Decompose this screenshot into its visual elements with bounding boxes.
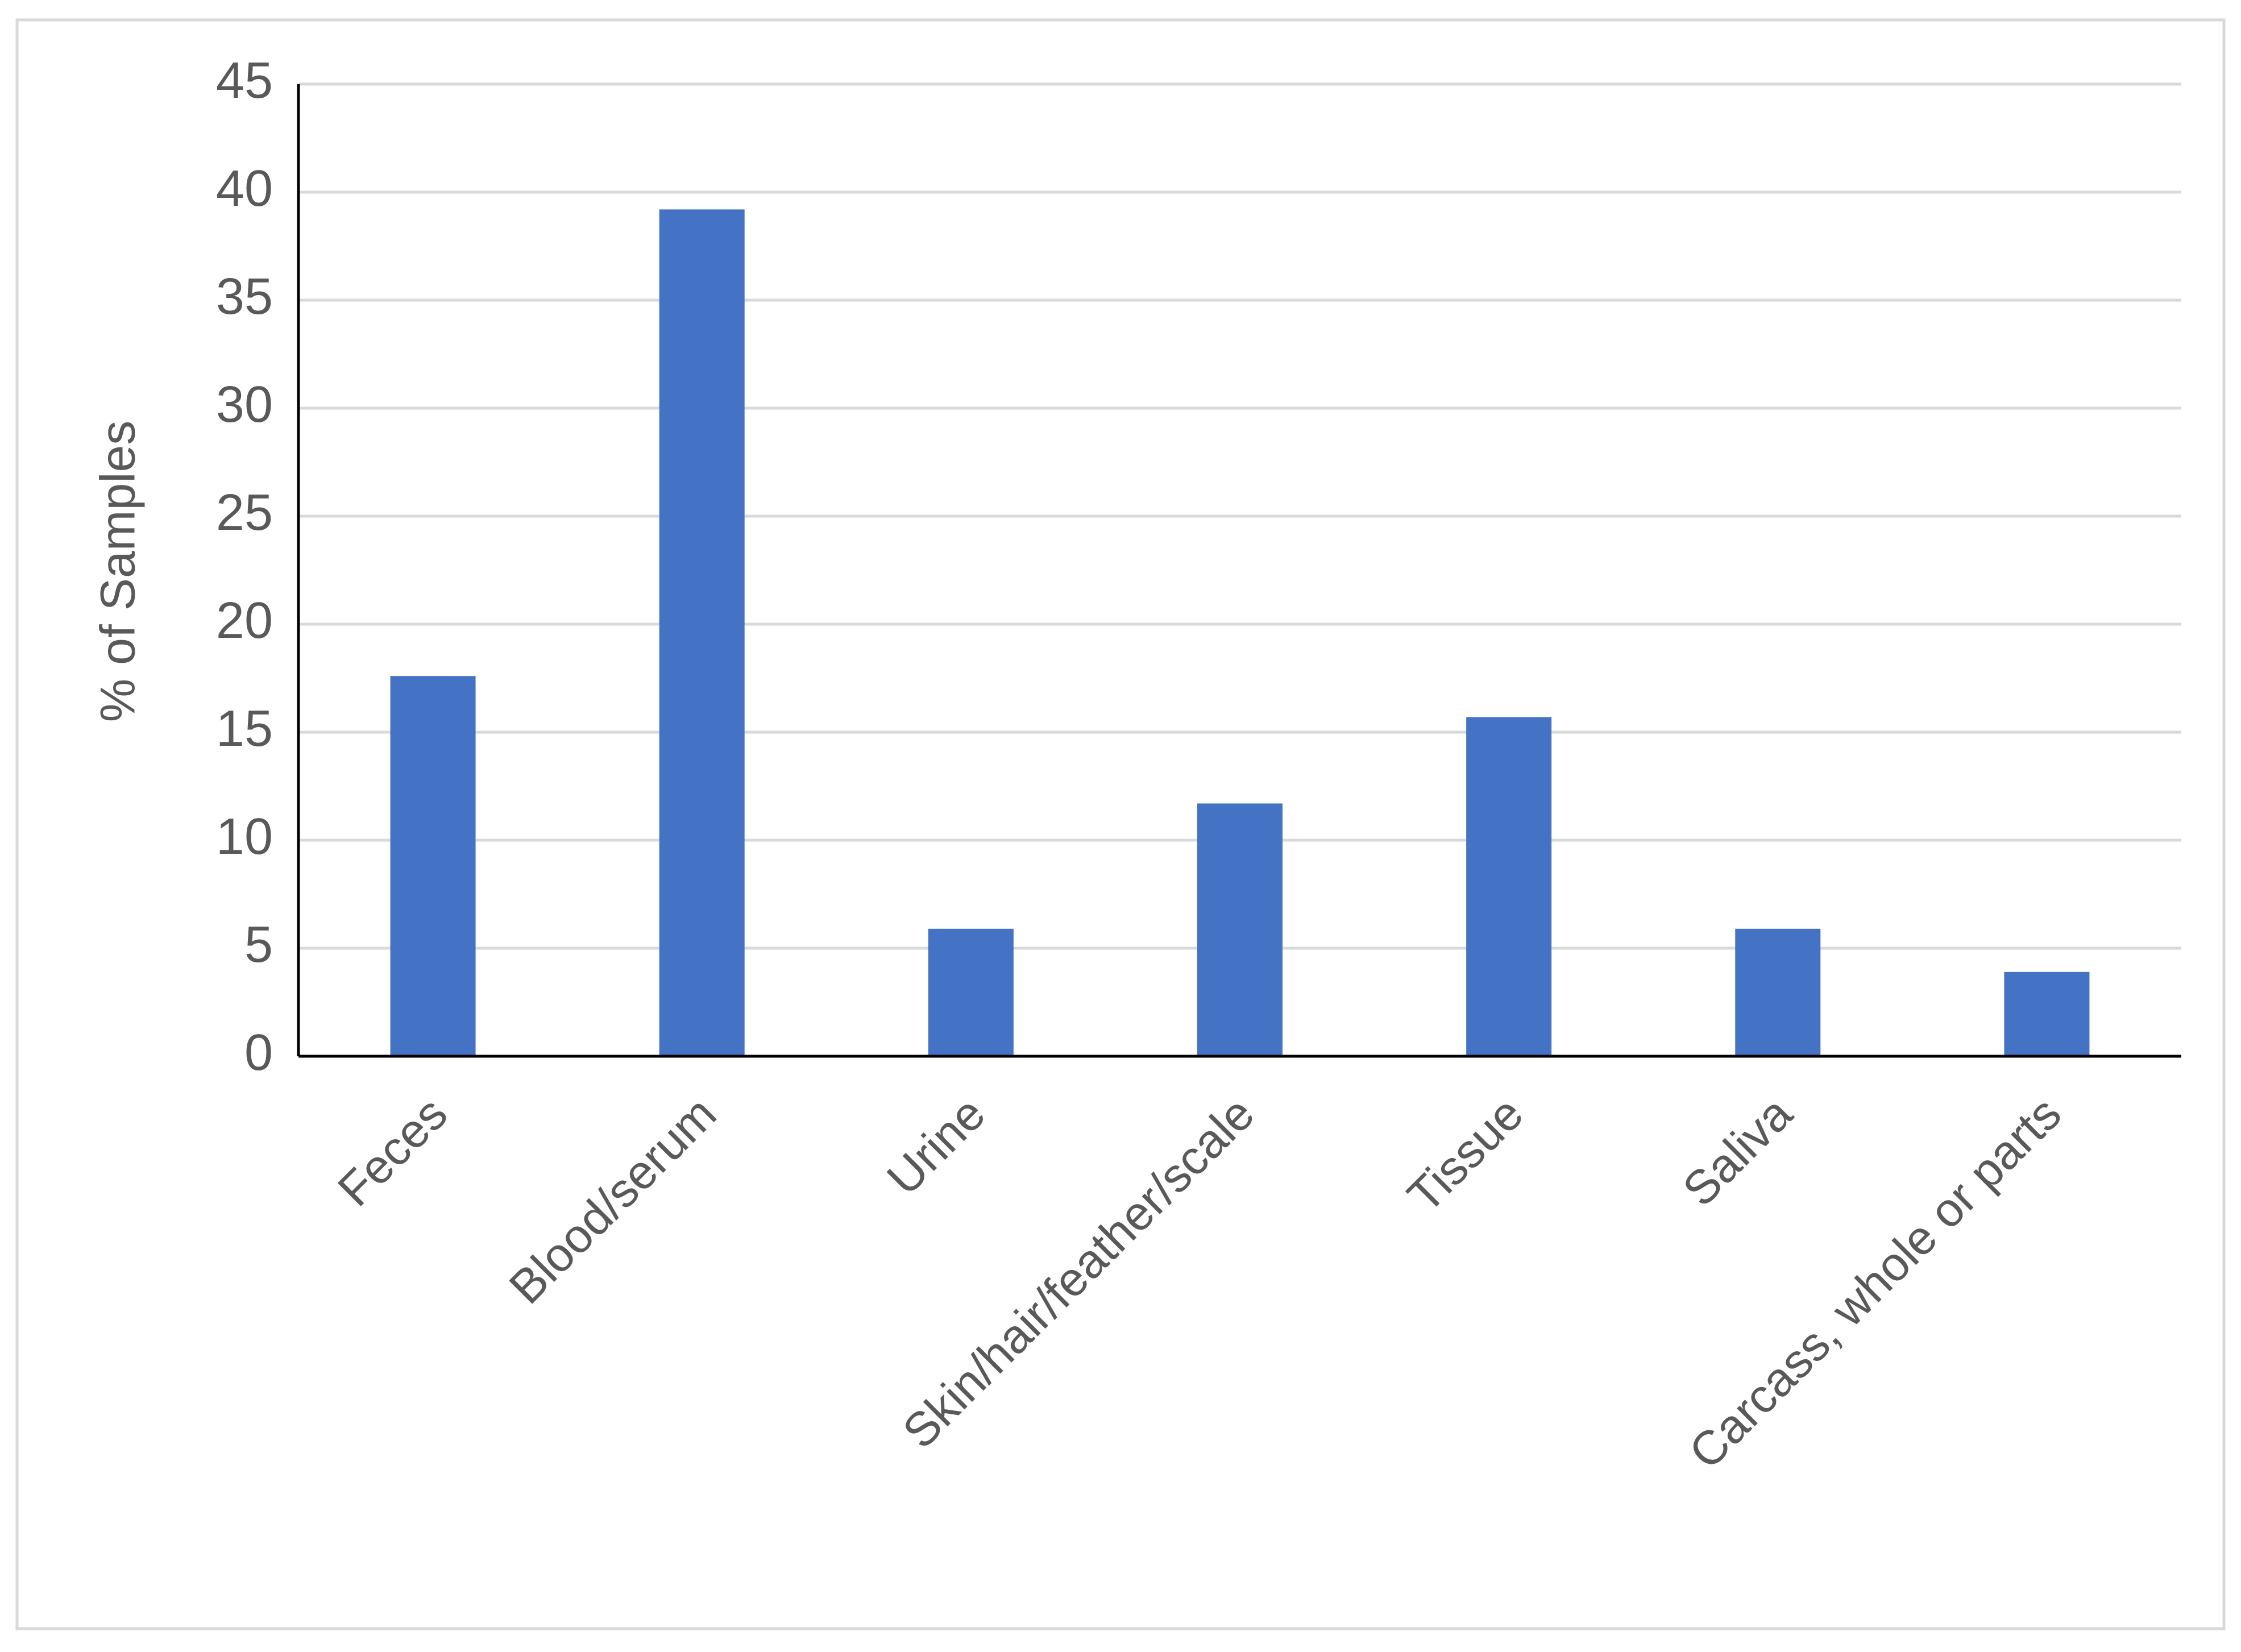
y-tick-label: 10 xyxy=(216,808,273,865)
bar xyxy=(390,676,476,1056)
bar xyxy=(2004,972,2090,1056)
y-tick-label: 20 xyxy=(216,592,273,649)
bar xyxy=(928,928,1014,1056)
y-tick-label: 15 xyxy=(216,700,273,757)
bar xyxy=(659,209,745,1056)
y-tick-label: 40 xyxy=(216,160,273,217)
y-tick-label: 25 xyxy=(216,484,273,541)
bar xyxy=(1197,803,1283,1056)
y-tick-label: 45 xyxy=(216,52,273,109)
y-tick-label: 30 xyxy=(216,376,273,433)
y-tick-label: 5 xyxy=(244,916,273,973)
y-tick-label: 0 xyxy=(244,1024,273,1081)
bar xyxy=(1466,717,1552,1056)
chart-frame xyxy=(15,18,2226,1630)
y-tick-label: 35 xyxy=(216,268,273,325)
bar xyxy=(1735,928,1821,1056)
y-axis-title: % of Samples xyxy=(91,421,146,723)
